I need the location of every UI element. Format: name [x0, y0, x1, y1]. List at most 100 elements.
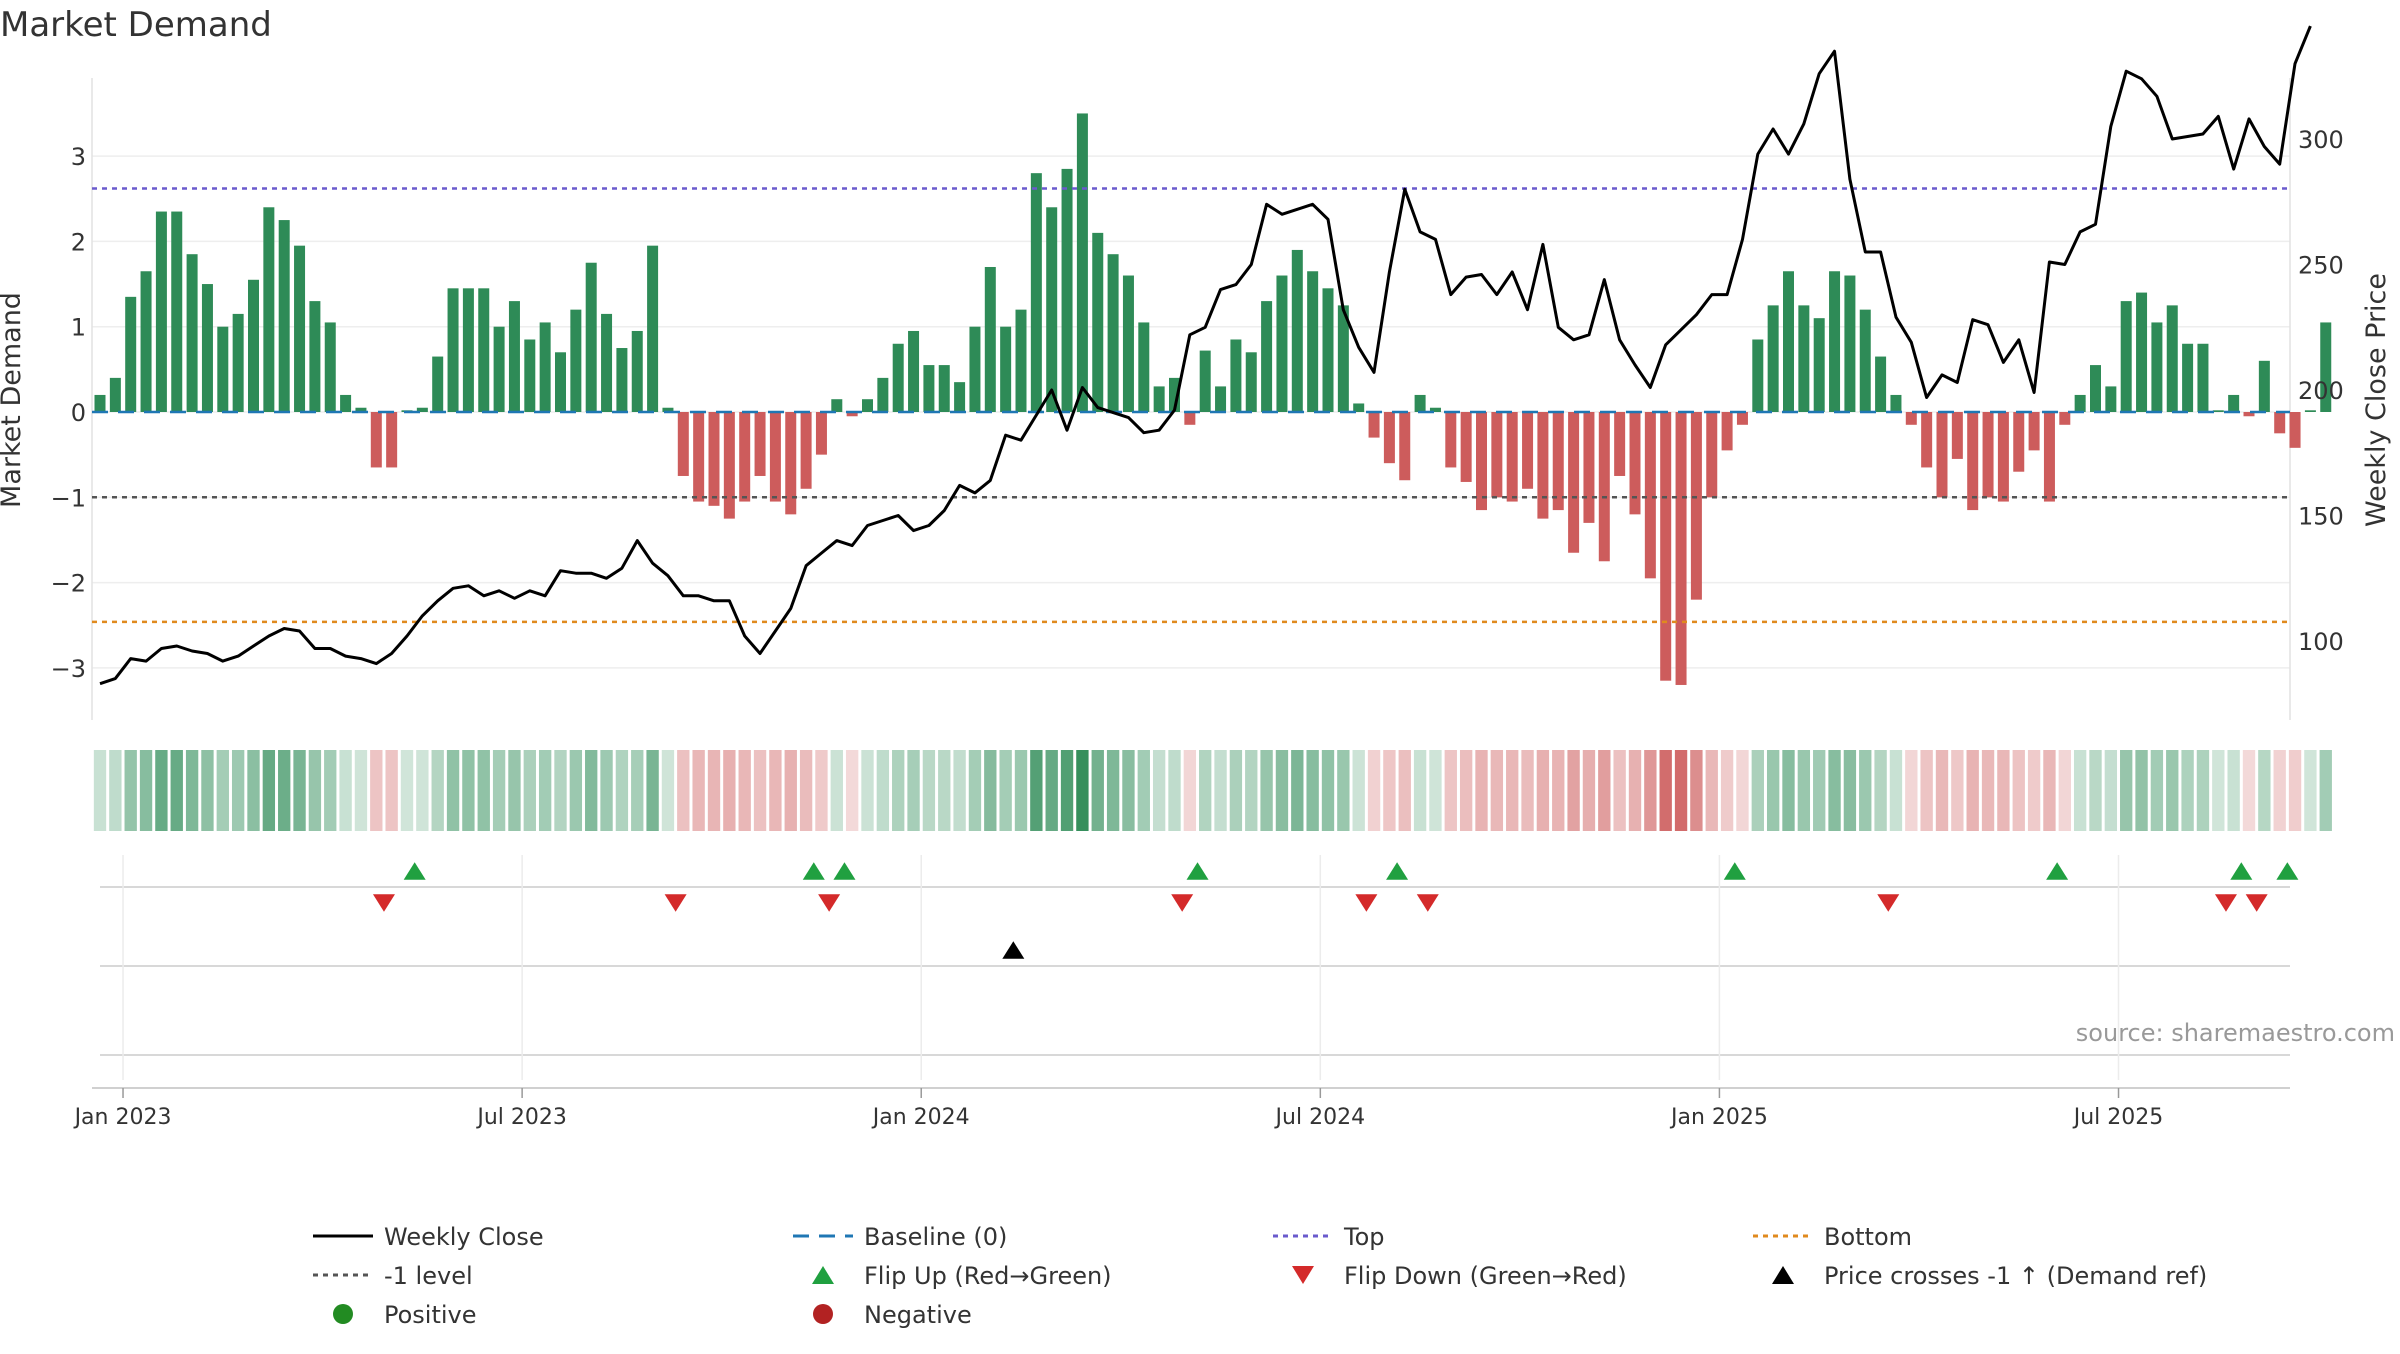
- heat-cell: [861, 750, 874, 831]
- weekly-close-line: [99, 25, 2312, 686]
- demand-bar: [1169, 377, 1180, 412]
- demand-bar: [1138, 322, 1150, 412]
- y-axis-left-label: Market Demand: [0, 292, 27, 508]
- demand-bar: [370, 412, 382, 468]
- heat-cell: [692, 750, 705, 831]
- demand-bar: [585, 262, 597, 412]
- demand-bar: [1184, 412, 1196, 425]
- demand-bar: [1414, 394, 1426, 412]
- heat-cell: [1521, 750, 1534, 831]
- heat-cell: [1644, 750, 1657, 831]
- left-tick-label: −1: [51, 484, 86, 512]
- flip-up-marker: [2046, 862, 2069, 880]
- left-tick-label: −3: [51, 655, 86, 683]
- left-tick-label: 2: [71, 228, 86, 256]
- demand-bar: [938, 365, 950, 412]
- demand-bar: [1875, 356, 1887, 412]
- demand-bar: [1660, 412, 1672, 681]
- demand-bar: [1000, 326, 1012, 412]
- heat-cell: [1383, 750, 1396, 831]
- heat-cell: [968, 750, 982, 831]
- demand-bar: [1736, 412, 1748, 425]
- demand-bar: [1829, 271, 1841, 412]
- flip-up-marker: [802, 862, 825, 880]
- heat-cell: [1367, 750, 1381, 831]
- heat-cell: [999, 750, 1012, 831]
- demand-bar: [340, 394, 352, 412]
- heat-cell: [938, 750, 951, 831]
- heat-cell: [1981, 750, 1995, 831]
- demand-bar: [2136, 292, 2148, 412]
- demand-bar: [877, 377, 889, 412]
- demand-bar: [2013, 412, 2025, 472]
- demand-bar: [1445, 412, 1457, 468]
- heat-cell: [462, 750, 475, 831]
- demand-bar: [631, 330, 643, 412]
- right-tick-label: 150: [2298, 503, 2344, 531]
- heat-cell: [600, 750, 613, 831]
- heat-cell: [523, 750, 536, 831]
- demand-bar: [1245, 352, 1257, 412]
- heat-cell: [1536, 750, 1550, 831]
- heat-cell: [554, 750, 567, 831]
- demand-bar: [2105, 386, 2117, 412]
- demand-bar: [1905, 412, 1917, 425]
- demand-bar: [1721, 412, 1733, 451]
- heat-cell: [2196, 750, 2210, 831]
- demand-bar: [570, 309, 582, 412]
- y-axis-right-label: Weekly Close Price: [2361, 273, 2392, 527]
- heat-cell: [2104, 750, 2118, 831]
- demand-bar: [831, 399, 843, 412]
- flip-down-marker: [1171, 894, 1194, 912]
- demand-bar: [447, 288, 459, 412]
- heat-cell: [677, 750, 690, 831]
- flip-down-marker: [664, 894, 687, 912]
- heat-cell: [492, 750, 506, 831]
- heat-cell: [431, 750, 444, 831]
- heat-cell: [1214, 750, 1227, 831]
- demand-bar: [1230, 339, 1242, 412]
- demand-bar: [2289, 412, 2301, 448]
- demand-bar: [1951, 412, 1963, 459]
- x-tick-label: Jul 2024: [1274, 1105, 1366, 1130]
- heat-cell: [815, 750, 828, 831]
- demand-bar: [2074, 394, 2086, 412]
- heat-cell: [262, 750, 276, 831]
- demand-bar: [2166, 305, 2178, 412]
- demand-bar: [217, 326, 229, 412]
- demand-bar: [1767, 305, 1779, 412]
- heat-cell: [738, 750, 751, 831]
- heat-cell: [1613, 750, 1626, 831]
- demand-bar: [508, 301, 520, 412]
- heat-cell: [1935, 750, 1949, 831]
- heat-cell: [308, 750, 322, 831]
- heat-cell: [155, 750, 168, 831]
- heat-cell: [830, 750, 843, 831]
- demand-bar: [1460, 412, 1472, 482]
- demand-bar: [171, 211, 183, 412]
- demand-bar: [1122, 275, 1134, 412]
- demand-bar: [2028, 412, 2040, 451]
- x-tick-label: Jul 2023: [475, 1105, 567, 1130]
- legend-flip-down-swatch: [1292, 1266, 1314, 1284]
- demand-bar: [1399, 412, 1411, 481]
- heat-cell: [1199, 750, 1212, 831]
- heat-cell: [2273, 750, 2286, 831]
- heat-cell: [707, 750, 721, 831]
- heat-cell: [907, 750, 920, 831]
- demand-bar: [923, 365, 935, 412]
- heat-cell: [1014, 750, 1028, 831]
- heat-cell: [569, 750, 583, 831]
- heat-cell: [1889, 750, 1903, 831]
- demand-bar: [2274, 412, 2286, 434]
- heat-cell: [1920, 750, 1933, 831]
- demand-bar: [1552, 412, 1564, 511]
- demand-bar: [1583, 412, 1595, 523]
- demand-bar: [846, 412, 858, 417]
- heat-cell: [1245, 750, 1258, 831]
- legend-label: Negative: [864, 1301, 972, 1329]
- heat-cell: [1106, 750, 1120, 831]
- demand-bar: [94, 394, 106, 412]
- demand-bar: [1261, 301, 1273, 412]
